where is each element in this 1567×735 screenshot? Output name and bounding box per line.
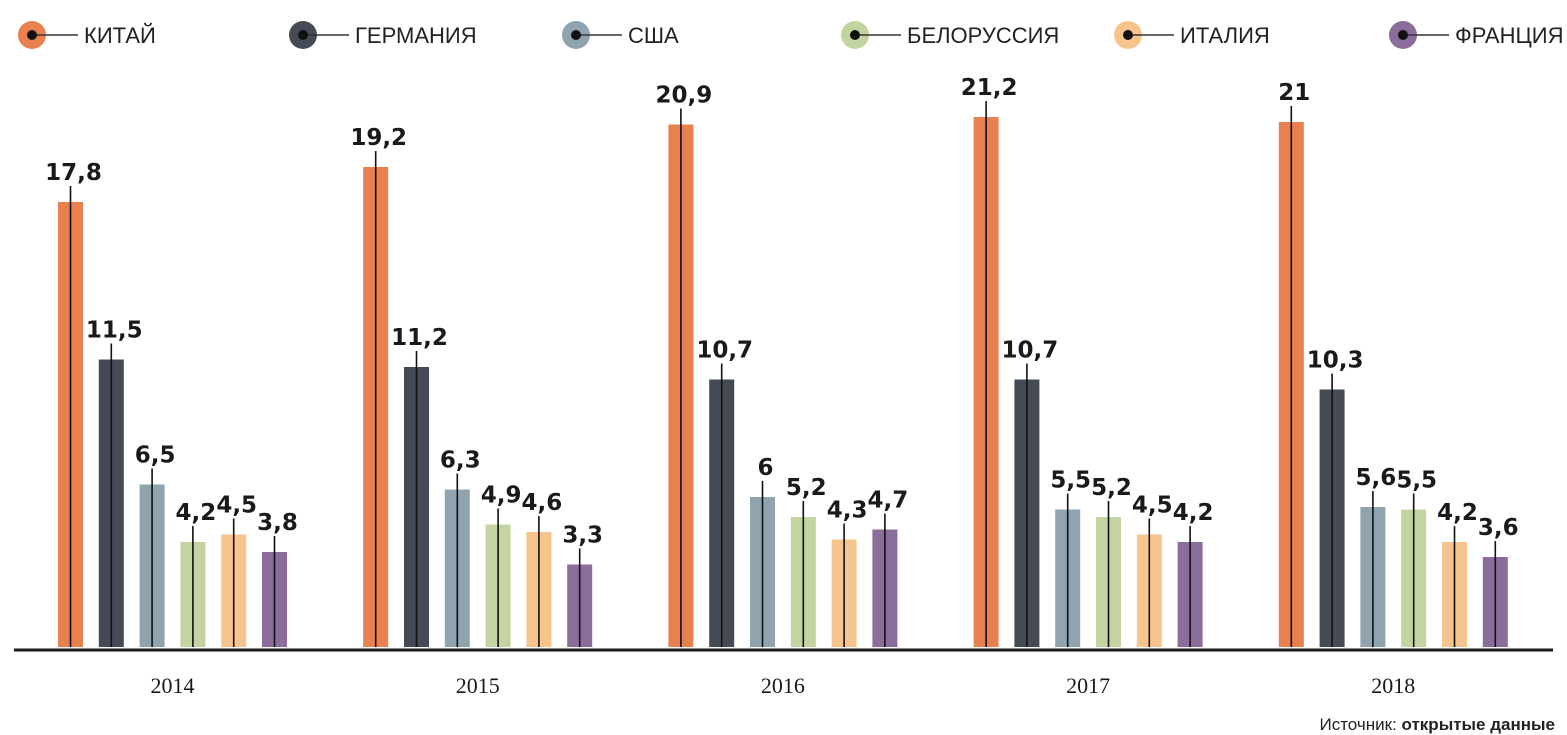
- legend-item: БЕЛОРУССИЯ: [841, 21, 1059, 49]
- data-label: 11,2: [391, 325, 448, 351]
- bar-group: 5,5: [1396, 468, 1437, 647]
- legend-item: КИТАЙ: [18, 21, 156, 49]
- bar-group: 10,7: [696, 338, 753, 647]
- data-label: 3,6: [1478, 515, 1519, 541]
- data-label: 4,3: [827, 498, 868, 524]
- data-label: 4,6: [522, 490, 563, 516]
- legend-dot: [571, 30, 581, 40]
- data-label: 19,2: [350, 125, 407, 151]
- bar-group: 4,5: [216, 493, 257, 647]
- bar-group: 5,5: [1050, 468, 1091, 647]
- bar-group: 3,3: [562, 523, 603, 647]
- data-label: 5,6: [1356, 465, 1397, 491]
- legend-item: ИТАЛИЯ: [1114, 21, 1270, 49]
- data-label: 4,5: [216, 493, 257, 519]
- legend-label: ИТАЛИЯ: [1180, 23, 1270, 48]
- legend: КИТАЙ ГЕРМАНИЯ США БЕЛОРУССИЯ ИТАЛИЯ ФРАНЦИЯ: [18, 21, 1563, 49]
- data-label: 5,2: [1091, 475, 1132, 501]
- bar-group: 5,2: [1091, 475, 1132, 647]
- bar-group: 17,8: [45, 160, 102, 647]
- source-name: открытые данные: [1401, 715, 1555, 734]
- bar-group: 10,7: [1002, 338, 1059, 647]
- bar-group: 10,3: [1307, 348, 1364, 647]
- legend-item: ГЕРМАНИЯ: [289, 21, 477, 49]
- bar-group: 3,8: [257, 510, 298, 647]
- bar-group: 20,9: [656, 83, 713, 647]
- bar-group: 4,3: [827, 498, 868, 647]
- data-label: 21,2: [961, 75, 1018, 101]
- data-label: 5,5: [1396, 468, 1437, 494]
- data-label: 4,2: [1173, 500, 1214, 526]
- legend-label: США: [628, 23, 679, 48]
- x-tick-label: 2018: [1371, 673, 1415, 698]
- bar-group: 21,2: [961, 75, 1018, 647]
- x-axis-ticks: 2014 2015 2016 2017 2018: [151, 673, 1416, 698]
- legend-item: США: [562, 21, 679, 49]
- data-label: 4,5: [1132, 493, 1173, 519]
- data-label: 4,2: [176, 500, 217, 526]
- bar-group: 4,5: [1132, 493, 1173, 647]
- x-tick-label: 2015: [456, 673, 500, 698]
- bar-group: 4,9: [481, 483, 522, 647]
- bar-group: 6,3: [440, 448, 481, 647]
- data-label: 5,2: [786, 475, 827, 501]
- legend-dot: [1398, 30, 1408, 40]
- legend-label: КИТАЙ: [84, 23, 156, 48]
- x-tick-label: 2017: [1066, 673, 1110, 698]
- x-tick-label: 2016: [761, 673, 805, 698]
- legend-dot: [298, 30, 308, 40]
- legend-dot: [27, 30, 37, 40]
- data-label: 3,3: [562, 523, 603, 549]
- bars: 17,811,56,54,2 4,53,819,211,26,34,9 4,63,3…: [45, 75, 1519, 647]
- bar-group: 6,5: [135, 443, 176, 647]
- data-label: 20,9: [656, 83, 713, 109]
- legend-dot: [850, 30, 860, 40]
- legend-item: ФРАНЦИЯ: [1389, 21, 1563, 49]
- bar-group: 5,2: [786, 475, 827, 647]
- data-label: 11,5: [86, 318, 143, 344]
- legend-label: ФРАНЦИЯ: [1455, 23, 1563, 48]
- bar-group: 5,6: [1356, 465, 1397, 647]
- bar-group: 11,5: [86, 318, 143, 647]
- bar-group: 4,2: [176, 500, 217, 647]
- data-label: 3,8: [257, 510, 298, 536]
- data-label: 4,9: [481, 483, 522, 509]
- data-label: 17,8: [45, 160, 102, 186]
- data-label: 6: [757, 455, 773, 481]
- bar-group: 4,2: [1437, 500, 1478, 647]
- bar-group: 6: [750, 455, 775, 647]
- data-label: 6,3: [440, 448, 481, 474]
- bar-group: 4,7: [868, 488, 909, 647]
- data-label: 4,7: [868, 488, 909, 514]
- data-label: 4,2: [1437, 500, 1478, 526]
- data-label: 21: [1278, 80, 1310, 106]
- source-prefix: Источник:: [1319, 715, 1397, 734]
- data-label: 10,3: [1307, 348, 1364, 374]
- data-label: 10,7: [1002, 338, 1059, 364]
- legend-label: БЕЛОРУССИЯ: [907, 23, 1059, 48]
- data-label: 6,5: [135, 443, 176, 469]
- source-note: Источник: открытые данные: [1319, 715, 1555, 735]
- x-tick-label: 2014: [151, 673, 195, 698]
- bar-group: 21: [1278, 80, 1310, 647]
- bar-group: 4,6: [522, 490, 563, 647]
- data-label: 10,7: [696, 338, 753, 364]
- data-label: 5,5: [1050, 468, 1091, 494]
- bar-group: 11,2: [391, 325, 448, 647]
- legend-dot: [1123, 30, 1133, 40]
- legend-label: ГЕРМАНИЯ: [355, 23, 477, 48]
- bar-group: 3,6: [1478, 515, 1519, 647]
- bar-group: 19,2: [350, 125, 407, 647]
- bar-group: 4,2: [1173, 500, 1214, 647]
